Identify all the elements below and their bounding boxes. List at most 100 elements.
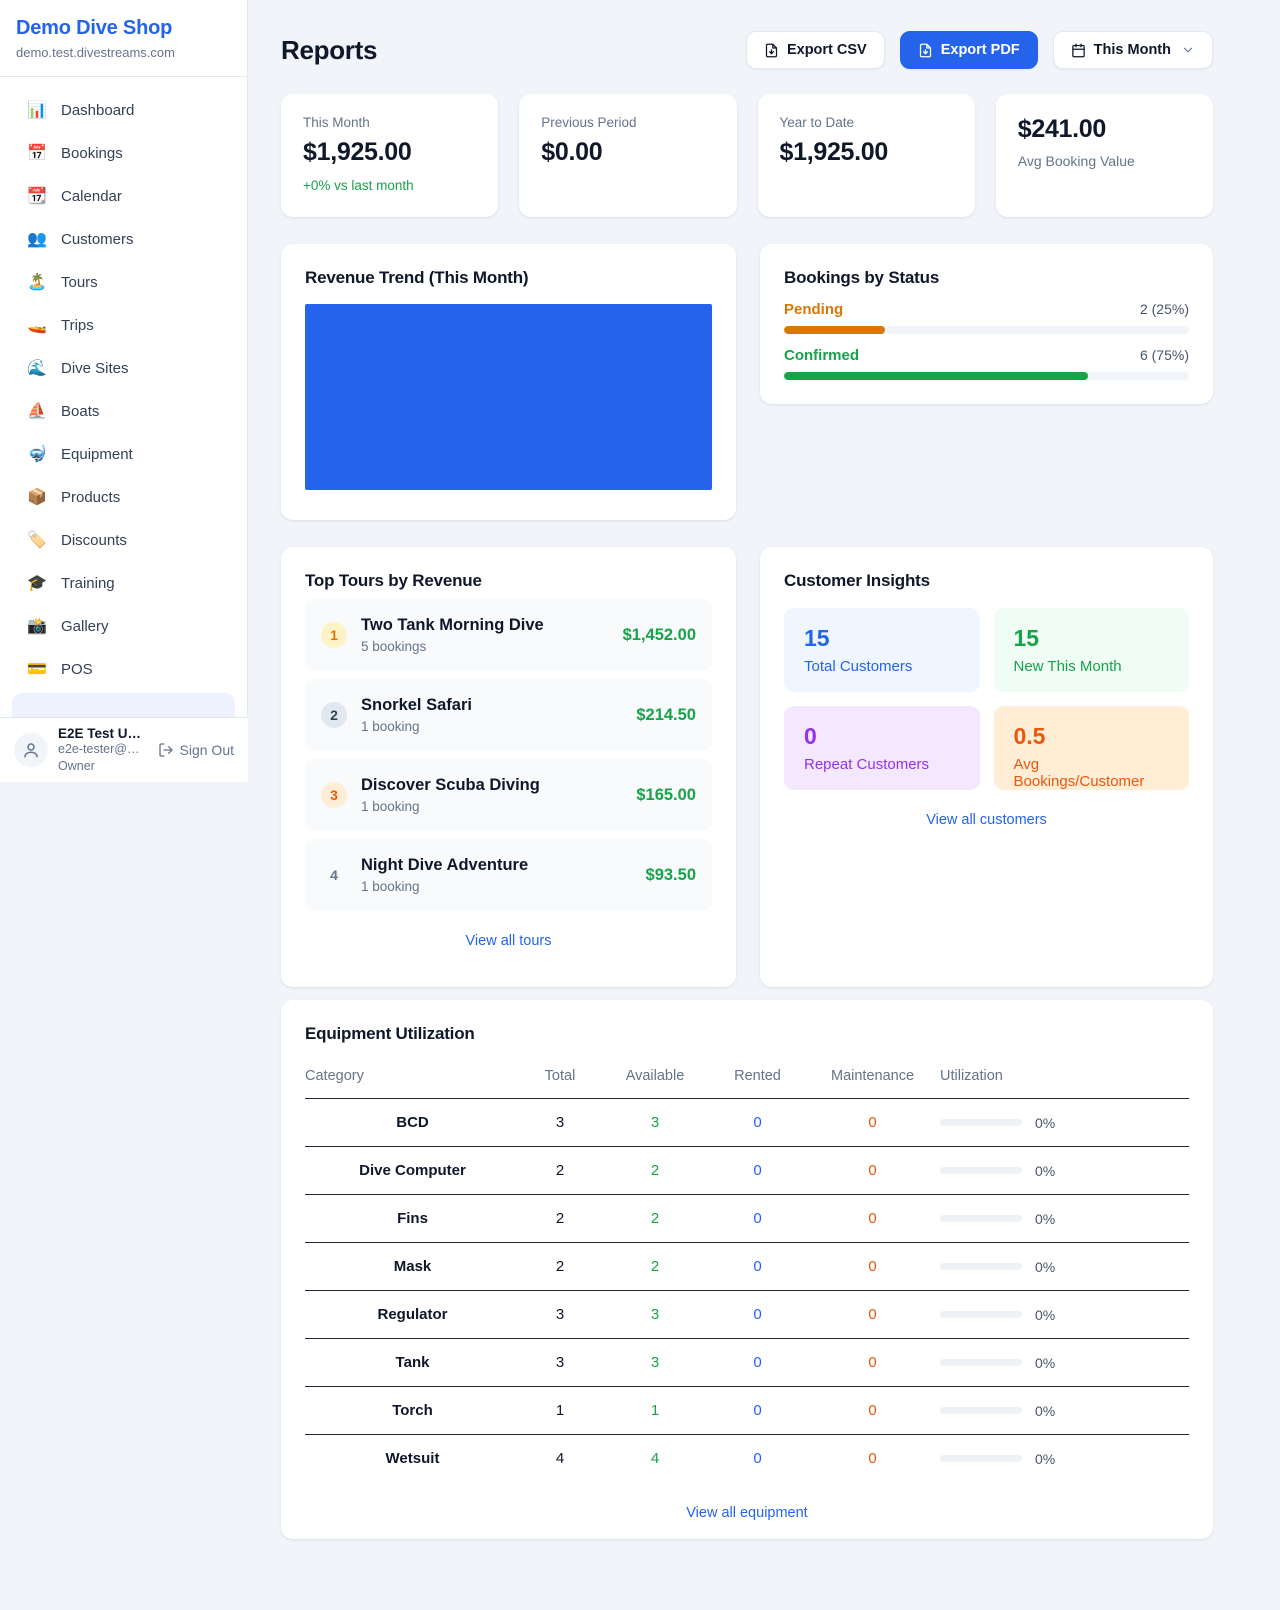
calendar-icon [1071,43,1085,57]
column-header-available: Available [600,1060,710,1099]
cell-available: 3 [600,1290,710,1339]
sidebar-item-boats[interactable]: ⛵ Boats [12,392,235,430]
view-all-customers-link[interactable]: View all customers [926,812,1047,828]
sidebar-item-label: Trips [61,316,94,334]
sidebar: Demo Dive Shop demo.test.divestreams.com… [0,0,248,782]
status-row-pending: Pending 2 (25%) [784,301,1189,334]
sidebar-item-gallery[interactable]: 📸 Gallery [12,607,235,645]
utilization-bar [940,1167,1022,1174]
utilization-bar [940,1407,1022,1414]
top-tours-title: Top Tours by Revenue [305,571,482,590]
sidebar-item-trips[interactable]: 🚤 Trips [12,306,235,344]
sidebar-item-customers[interactable]: 👥 Customers [12,220,235,258]
equipment-utilization-title: Equipment Utilization [305,1024,475,1043]
sidebar-item-dashboard[interactable]: 📊 Dashboard [12,91,235,129]
cell-maintenance: 0 [805,1098,940,1147]
cell-category: Dive Computer [305,1146,520,1195]
shop-domain: demo.test.divestreams.com [16,45,175,60]
cell-utilization: 0% [940,1386,1189,1435]
table-row: Regulator 3 3 0 0 0% [305,1290,1189,1339]
cell-available: 2 [600,1242,710,1291]
stat-card-this-month: This Month $1,925.00 +0% vs last month [281,94,499,217]
export-pdf-button[interactable]: Export PDF [899,31,1038,69]
sidebar-item-calendar[interactable]: 📆 Calendar [12,177,235,215]
sidebar-item-label: Boats [61,402,100,420]
status-value: 2 (25%) [1139,301,1189,317]
insights-row: Top Tours by Revenue 1 Two Tank Morning … [281,547,1213,987]
stat-label: Previous Period [541,115,637,130]
cell-utilization: 0% [940,1290,1189,1339]
revenue-trend-title: Revenue Trend (This Month) [305,268,529,287]
view-all-equipment-link[interactable]: View all equipment [686,1504,808,1521]
tile-value: 0.5 [1013,723,1046,749]
equipment-icon: 🤿 [27,446,47,463]
cell-available: 4 [650,1450,660,1468]
user-panel: E2E Test U… e2e-tester@… Owner Sign Out [0,717,248,782]
cell-maintenance: 0 [805,1290,940,1339]
tour-row: 3 Discover Scuba Diving 1 booking $165.0… [305,759,712,831]
user-email: e2e-tester@… [58,742,140,757]
cell-total: 3 [520,1338,600,1387]
sidebar-item-label: Dive Sites [61,359,129,377]
cell-utilization: 0% [940,1435,1189,1483]
cell-rented: 0 [710,1146,805,1195]
cell-maintenance: 0 [805,1242,940,1291]
charts-row: Revenue Trend (This Month) Bookings by S… [281,244,1213,520]
stat-card-year-to-date: Year to Date $1,925.00 [757,94,975,217]
cell-maintenance: 0 [805,1146,940,1195]
utilization-bar [940,1263,1022,1270]
products-icon: 📦 [27,489,47,506]
tours-icon: 🏝️ [27,274,47,291]
utilization-percent: 0% [1035,1114,1056,1131]
cell-total: 2 [520,1194,600,1243]
rank-badge: 2 [321,702,347,728]
view-all-tours-link[interactable]: View all tours [465,933,552,949]
progress-track [784,372,1189,380]
column-header-utilization: Utilization [940,1060,1189,1099]
rank-badge: 4 [330,867,338,883]
table-row: Fins 2 2 0 0 0% [305,1194,1189,1243]
sidebar-item-tours[interactable]: 🏝️ Tours [12,263,235,301]
cell-utilization: 0% [940,1242,1189,1291]
sidebar-item-dive-sites[interactable]: 🌊 Dive Sites [12,349,235,387]
progress-fill-pending [784,326,886,334]
sidebar-item-label: Customers [61,230,134,248]
cell-maintenance: 0 [805,1386,940,1435]
tour-bookings: 1 booking [361,879,420,894]
cell-category: Regulator [305,1290,520,1339]
bookings-by-status-card: Bookings by Status Pending 2 (25%) Confi… [760,244,1213,404]
sign-out-button[interactable]: Sign Out [158,742,234,758]
boats-icon: ⛵ [27,403,47,420]
cell-available: 2 [600,1146,710,1195]
sidebar-item-products[interactable]: 📦 Products [12,478,235,516]
tour-amount: $93.50 [645,865,696,884]
stat-delta: +0% vs last month [303,178,414,193]
cell-available: 3 [600,1098,710,1147]
cell-maintenance: 0 [805,1194,940,1243]
tile-label: Total Customers [804,658,913,675]
utilization-bar [940,1311,1022,1318]
customer-insights-title: Customer Insights [784,571,930,590]
cell-rented: 0 [710,1290,805,1339]
equipment-utilization-card: Equipment Utilization Category Total Ava… [281,1000,1213,1539]
export-csv-button[interactable]: Export CSV [745,31,885,69]
sidebar-nav: 📊 Dashboard 📅 Bookings 📆 Calendar 👥 Customer… [0,77,247,731]
utilization-bar [940,1119,1022,1126]
sidebar-item-label: Dashboard [61,101,135,119]
cell-maintenance: 0 [805,1338,940,1387]
sidebar-item-label: Discounts [61,531,127,549]
sidebar-item-pos[interactable]: 💳 POS [12,650,235,688]
rank-badge: 3 [321,782,347,808]
period-dropdown[interactable]: This Month [1052,31,1213,69]
sidebar-item-bookings[interactable]: 📅 Bookings [12,134,235,172]
sidebar-item-equipment[interactable]: 🤿 Equipment [12,435,235,473]
cell-total: 2 [520,1242,600,1291]
tile-label: Repeat Customers [804,756,930,773]
column-header-total: Total [520,1060,600,1099]
sidebar-item-discounts[interactable]: 🏷️ Discounts [12,521,235,559]
sidebar-item-label: Calendar [61,187,122,205]
stat-label: This Month [303,115,370,130]
tile-label: Avg Bookings/Customer [1013,756,1145,790]
sidebar-item-training[interactable]: 🎓 Training [12,564,235,602]
sidebar-item-label: Gallery [61,617,109,635]
